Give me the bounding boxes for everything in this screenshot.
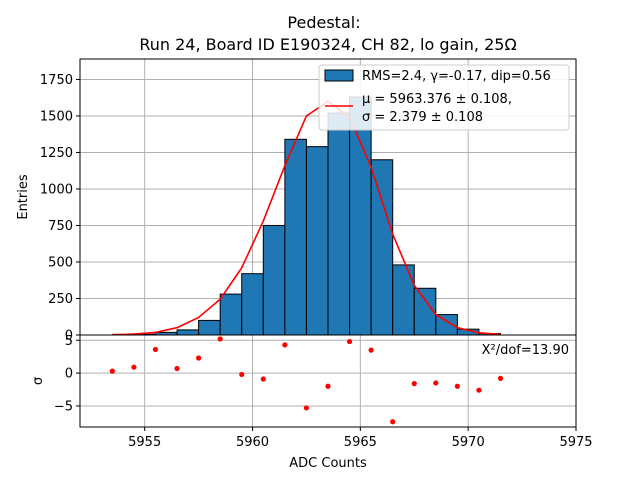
histogram-bar xyxy=(198,319,221,336)
residual-point xyxy=(476,387,482,393)
top-y-tick-label: 1500 xyxy=(40,109,73,124)
histogram-bar xyxy=(327,112,351,336)
top-y-tick-label: 1000 xyxy=(40,182,73,197)
residual-point xyxy=(454,383,460,389)
residual-point xyxy=(282,342,288,348)
bottom-axes-frame xyxy=(79,334,577,428)
histogram-bar xyxy=(262,224,286,336)
top-y-axis-label: Entries xyxy=(16,174,31,220)
x-tick-label: 5960 xyxy=(236,435,269,450)
residual-points xyxy=(109,336,504,425)
residuals-panel: −5 0 5 5955 5960 5965 5970 5975 X²/dof=13.90 σ… xyxy=(31,334,593,471)
chart-title-line2: Run 24, Board ID E190324, CH 82, lo gain… xyxy=(139,35,516,54)
top-y-ticks: 0 250 500 750 1000 1250 1500 1750 xyxy=(40,73,80,344)
histogram-bar xyxy=(349,96,372,336)
residual-point xyxy=(131,364,137,370)
histogram-bar xyxy=(413,287,437,336)
histogram-panel: 0 250 500 750 1000 1250 1500 1750 Entries RMS=2… xyxy=(16,58,577,344)
x-axis-label: ADC Counts xyxy=(289,456,367,471)
legend-histogram-label: RMS=2.4, γ=-0.17, dip=0.56 xyxy=(362,69,551,84)
top-y-tick-label: 250 xyxy=(48,292,73,307)
histogram-bar xyxy=(435,314,458,336)
residual-point xyxy=(239,371,245,378)
histogram-bar xyxy=(241,273,264,336)
legend: RMS=2.4, γ=-0.17, dip=0.56 μ = 5963.376 … xyxy=(318,64,570,131)
bottom-y-ticks: −5 0 5 xyxy=(54,334,80,414)
top-y-tick-label: 1750 xyxy=(40,73,73,88)
legend-fit-label-line1: μ = 5963.376 ± 0.108, xyxy=(362,92,512,107)
histogram-bar xyxy=(284,138,307,336)
top-y-tick-label: 750 xyxy=(48,219,73,234)
top-y-tick-label: 500 xyxy=(48,255,73,270)
residual-point xyxy=(346,338,353,345)
histogram-bar xyxy=(392,264,415,336)
fit-curve xyxy=(112,100,501,336)
x-tick-label: 5975 xyxy=(559,435,592,450)
x-ticks: 5955 5960 5965 5970 5975 xyxy=(128,427,593,450)
top-y-tick-label: 0 xyxy=(65,329,73,344)
residual-point xyxy=(152,346,159,353)
residual-point xyxy=(368,347,374,353)
histogram-bar xyxy=(219,293,243,336)
residual-point xyxy=(411,381,417,387)
residual-point xyxy=(196,355,202,361)
legend-box xyxy=(318,64,570,131)
histogram-bars xyxy=(111,96,502,336)
residual-annotation: X²/dof=13.90 xyxy=(482,343,569,358)
x-tick-label: 5955 xyxy=(128,435,161,450)
top-y-tick-label: 1250 xyxy=(40,146,73,161)
legend-histogram-swatch xyxy=(324,69,354,82)
residual-point xyxy=(390,419,396,425)
residual-point xyxy=(325,383,331,389)
bottom-y-axis-label: σ xyxy=(31,377,46,385)
x-tick-label: 5965 xyxy=(344,435,377,450)
histogram-bar xyxy=(370,159,394,336)
residual-point xyxy=(303,405,310,411)
residual-point xyxy=(260,376,266,382)
bottom-y-tick-label: −5 xyxy=(54,399,73,414)
residual-point xyxy=(109,368,115,374)
residual-point xyxy=(433,380,439,386)
bottom-y-tick-label: 5 xyxy=(65,334,73,349)
x-tick-label: 5970 xyxy=(452,435,485,450)
histogram-bar xyxy=(305,146,329,336)
residual-point xyxy=(174,365,180,372)
residual-point xyxy=(217,336,223,342)
histogram-bar xyxy=(176,329,200,336)
bottom-y-tick-label: 0 xyxy=(65,367,73,382)
legend-fit-label-line2: σ = 2.379 ± 0.108 xyxy=(362,110,483,125)
bottom-grid xyxy=(80,335,577,427)
residual-point xyxy=(497,375,504,381)
chart-title-line1: Pedestal: xyxy=(287,13,360,32)
